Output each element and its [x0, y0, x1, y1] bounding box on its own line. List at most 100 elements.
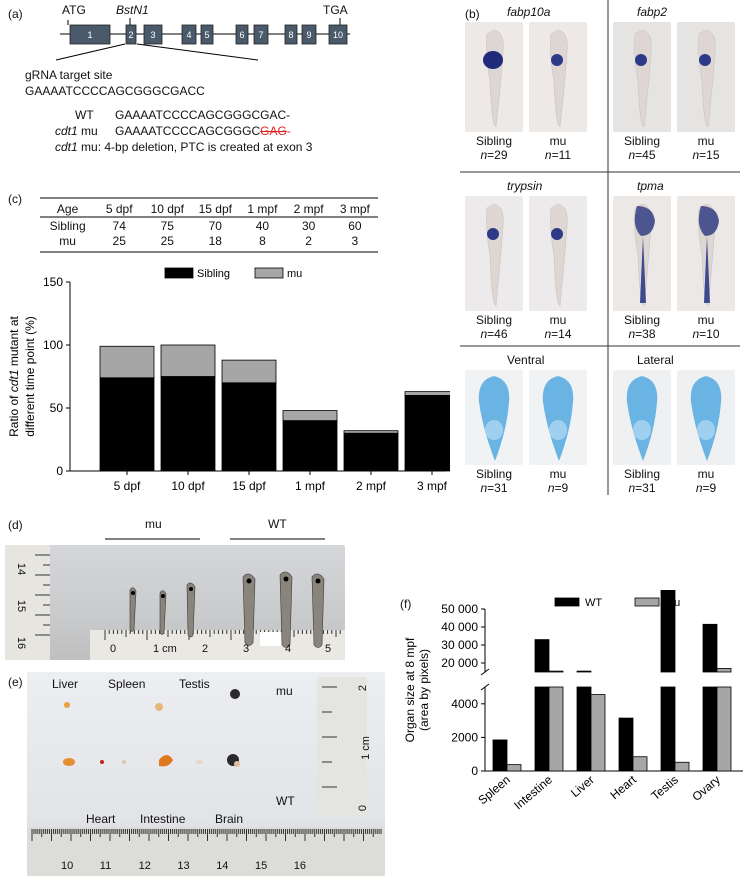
table-body: Age 5 dpf 10 dpf 15 dpf 1 mpf 2 mpf 3 mpf Sibli… [40, 199, 378, 248]
organ-mu-label: mu [276, 684, 293, 698]
stain-organ [551, 228, 563, 240]
tga-label: TGA [323, 3, 348, 17]
panel-a: (a) ATG BstN1 TGA 1 2 3 4 5 6 7 8 9 10 gRNA targe… [0, 0, 450, 165]
ruler-h-0: 0 [110, 643, 117, 655]
atg-label: ATG [62, 3, 86, 17]
ish-group: mu [549, 313, 567, 327]
stain-organ [483, 51, 503, 69]
ish-caption: Sibling n=38 [607, 313, 677, 341]
ish-photo [677, 196, 735, 311]
x-tick-label-heart: Heart [607, 772, 639, 802]
bar-wt-liver-high [576, 670, 592, 673]
embryo-drawing [486, 203, 504, 307]
organ-size-bar-chart: 0 2000 4000 20 000 30 000 40 000 50 000 Organ s… [403, 590, 743, 812]
cartilage-stain [478, 376, 510, 461]
bar-mu-1-mpf [282, 410, 338, 422]
ish-group: mu [697, 134, 715, 148]
bar-sibling-10-dpf [160, 376, 216, 472]
mu-gene-name: cdt1 [55, 124, 78, 138]
embryo-drawing [542, 376, 574, 461]
ish-group: Sibling [475, 313, 513, 327]
embryo-body [698, 29, 716, 128]
bstn1-label: BstN1 [116, 3, 149, 17]
exon-10 [328, 24, 348, 45]
legend-swatch-mu [254, 267, 284, 279]
table-header-cell: 10 dpf [150, 201, 184, 216]
bar-mu-spleen [506, 764, 522, 772]
note-text: mu: 4-bp deletion, PTC is created at exo… [77, 140, 313, 154]
embryo-body [550, 203, 568, 307]
stain-organ [635, 54, 647, 66]
ish-count: n=29 [480, 148, 508, 162]
ish-count: n=11 [544, 148, 572, 162]
table-header-cell: 2 mpf [293, 201, 324, 216]
ruler-h-4: 4 [285, 643, 292, 655]
exon-label-6: 6 [239, 30, 244, 40]
panel-b-dividers [460, 0, 740, 495]
mutation-note: cdt1 mu: 4-bp deletion, PTC is created a… [55, 140, 312, 154]
y-tick-label: 50 000 [441, 602, 478, 616]
bar-mu-15-dpf [221, 359, 277, 384]
axis-break-mark [480, 668, 490, 676]
legend-swatch-wt [554, 597, 580, 607]
exon-2 [125, 24, 137, 45]
table-cell: 74 [112, 218, 126, 233]
table-cell: 75 [160, 218, 174, 233]
ish-count: n=31 [628, 481, 656, 495]
bar-mu-3-mpf [404, 391, 450, 396]
exon-9 [301, 24, 317, 45]
cartilage-body [549, 420, 567, 440]
ish-caption: mu n=9 [671, 467, 741, 495]
table-cell: 3 [351, 233, 359, 248]
embryo-drawing [698, 29, 716, 128]
y-tick-label: 0 [471, 764, 478, 778]
exon-label-10: 10 [333, 30, 343, 40]
y-axis-label: Ratio of cdt1 mutant at [7, 315, 21, 436]
bar-wt-ovary-high [702, 623, 718, 673]
panel-c-label: (c) [8, 192, 22, 206]
table-cell: 2 [305, 233, 312, 248]
embryo-body [486, 29, 504, 128]
exon-5 [200, 24, 214, 45]
cartilage-stain [626, 376, 658, 461]
x-tick-label: 5 dpf [114, 479, 141, 493]
ruler-h-2: 2 [202, 643, 209, 655]
exon-label-3: 3 [150, 30, 155, 40]
ish-header-fabp2: fabp2 [637, 5, 668, 19]
cartilage-stain [690, 376, 722, 461]
y-tick-label: 2000 [451, 730, 478, 744]
panel-d-label: (d) [8, 518, 23, 532]
wt-label: WT [75, 108, 94, 122]
ish-group: mu [697, 467, 715, 481]
ish-caption: mu n=11 [523, 134, 593, 162]
ruler-v-15: 15 [15, 599, 28, 613]
ish-group: Sibling [475, 134, 513, 148]
embryo-drawing [550, 203, 568, 307]
ruler-v-14: 14 [15, 562, 28, 576]
ish-caption: Sibling n=46 [459, 313, 529, 341]
bar-mu-5-dpf [99, 345, 155, 379]
legend-label-sibling: Sibling [197, 268, 230, 280]
panel-a-label: (a) [8, 7, 23, 21]
legend-swatch-sibling [164, 267, 194, 279]
table-cell: 18 [208, 233, 222, 248]
panel-c: (c) Age 5 dpf 10 dpf 15 dpf 1 mpf 2 mpf 3 mpf S… [0, 190, 450, 500]
gene-structure-diagram: 1 2 3 4 5 6 7 8 9 10 [55, 18, 350, 61]
x-tick-label-spleen: Spleen [475, 773, 513, 808]
ish-photo [613, 22, 671, 132]
bar-mu-ovary-high [716, 668, 732, 673]
bar-mu-2-mpf [343, 430, 399, 434]
panel-f-label: (f) [400, 597, 412, 611]
mu-group-label: mu [145, 517, 162, 531]
ish-photo [529, 22, 587, 132]
bar-mu-10-dpf [160, 344, 216, 377]
embryo-drawing [690, 376, 722, 461]
ish-caption: Sibling n=31 [459, 467, 529, 495]
legend-swatch-mu [634, 597, 660, 607]
embryo-drawing [634, 29, 652, 128]
table-cell: 30 [301, 218, 316, 233]
ruler-h-3: 3 [243, 643, 250, 655]
table-header-cell: 5 dpf [105, 201, 133, 216]
y-tick-label: 40 000 [441, 620, 478, 634]
organ-ruler-v-2: 2 [357, 684, 370, 692]
